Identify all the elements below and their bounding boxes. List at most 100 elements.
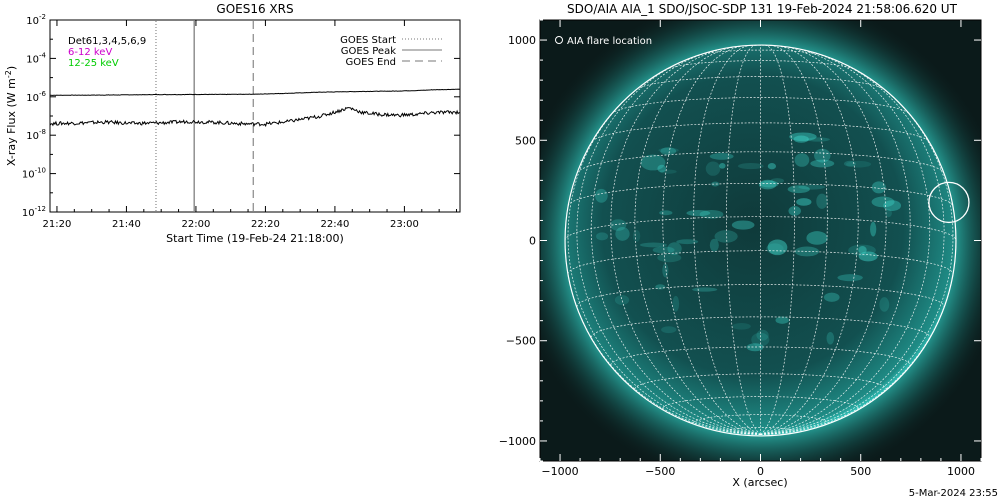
latitude-line bbox=[591, 122, 930, 142]
xrs-y-tick-label: 10-2 bbox=[26, 13, 46, 27]
active-region-patch bbox=[767, 239, 788, 256]
aia-chart: SDO/AIA AIA_1 SDO/JSOC-SDP 131 19-Feb-20… bbox=[499, 2, 982, 489]
active-region-patch bbox=[787, 185, 810, 194]
active-region-patch bbox=[719, 163, 726, 169]
active-region-patch bbox=[796, 198, 812, 206]
active-region-patch bbox=[810, 159, 835, 168]
active-region-patch bbox=[823, 292, 840, 302]
active-region-patch bbox=[705, 161, 721, 176]
active-region-patch bbox=[885, 208, 892, 218]
xrs-series-line-1 bbox=[50, 88, 461, 96]
longitude-line bbox=[662, 45, 761, 435]
xrs-ylabel: X-ray Flux (W m-2) bbox=[4, 66, 18, 166]
latitude-line bbox=[665, 60, 856, 70]
latitude-line bbox=[590, 316, 931, 338]
xrs-series bbox=[49, 88, 461, 128]
active-region-patch bbox=[789, 132, 817, 142]
xrs-y-tick-base: 10 bbox=[26, 93, 39, 104]
aia-y-tick-label: 0 bbox=[529, 235, 536, 248]
active-region-patch bbox=[658, 147, 679, 153]
active-region-patch bbox=[837, 274, 863, 282]
active-region-patch bbox=[596, 232, 609, 241]
active-region-patch bbox=[871, 196, 895, 208]
longitude-line bbox=[760, 49, 931, 435]
longitude-line bbox=[567, 80, 761, 435]
active-region-patch bbox=[858, 251, 878, 262]
xrs-title: GOES16 XRS bbox=[216, 2, 293, 16]
solar-limb bbox=[564, 44, 957, 437]
longitude-line bbox=[760, 240, 957, 435]
xrs-x-tick-label: 21:20 bbox=[43, 219, 72, 230]
xrs-y-tick-exponent: -2 bbox=[39, 13, 46, 21]
channel-label-12-25kev: 12-25 keV bbox=[68, 58, 119, 69]
xrs-series-line-2 bbox=[49, 106, 460, 128]
active-region-patch bbox=[871, 181, 886, 194]
latitude-line bbox=[697, 49, 824, 56]
aia-x-tick-label: 0 bbox=[757, 465, 764, 478]
xrs-chart: GOES16 XRS X-ray Flux (W m-2) 10-1210-10… bbox=[4, 2, 461, 245]
active-region-patch bbox=[709, 238, 719, 252]
xrs-x-tick-label: 22:40 bbox=[321, 219, 350, 230]
latitude-line bbox=[611, 97, 910, 115]
aia-y-tick-label: 500 bbox=[515, 134, 536, 147]
active-region-patch bbox=[595, 188, 608, 203]
xrs-y-tick-label: 10-10 bbox=[22, 167, 46, 181]
xrs-y-tick-label: 10-8 bbox=[26, 128, 46, 142]
aia-y-tick-label: −1000 bbox=[499, 435, 536, 448]
xrs-y-tick-exponent: -8 bbox=[39, 128, 46, 136]
legend-label-goes-peak: GOES Peak bbox=[341, 46, 396, 57]
active-region-patch bbox=[639, 242, 667, 248]
xrs-y-tick-label: 10-4 bbox=[26, 51, 46, 65]
active-region-patch bbox=[615, 226, 630, 241]
active-region-patch bbox=[883, 200, 902, 211]
xrs-y-tick-exponent: -10 bbox=[35, 167, 46, 175]
xrs-ylabel-exp: -2 bbox=[4, 70, 13, 78]
xrs-y-tick-exponent: -12 bbox=[35, 205, 46, 213]
active-region-patch bbox=[667, 242, 682, 256]
solar-disk bbox=[565, 45, 956, 436]
active-region-patch bbox=[711, 181, 720, 187]
latitude-line bbox=[567, 250, 954, 275]
active-region-patch bbox=[794, 153, 810, 167]
active-region-patch bbox=[632, 229, 641, 242]
aia-y-tick-label: 1000 bbox=[508, 34, 536, 47]
active-region-patch bbox=[657, 253, 682, 263]
heliographic-grid bbox=[564, 44, 957, 435]
aia-title: SDO/AIA AIA_1 SDO/JSOC-SDP 131 19-Feb-20… bbox=[567, 2, 958, 16]
xrs-y-tick-base: 10 bbox=[22, 170, 35, 181]
longitude-line bbox=[610, 47, 761, 435]
active-region-patch bbox=[858, 246, 867, 254]
xrs-x-ticks: 21:20 21:40 22:00 22:20 22:40 23:00 bbox=[43, 20, 458, 230]
longitude-line bbox=[760, 44, 828, 435]
xrs-y-tick-base: 10 bbox=[22, 208, 35, 219]
active-region-patch bbox=[676, 239, 699, 245]
active-region-patch bbox=[806, 231, 828, 245]
active-region-patch bbox=[806, 137, 830, 142]
xrs-legend: GOES Start GOES Peak GOES End bbox=[340, 35, 442, 68]
active-region-patch bbox=[659, 169, 677, 174]
active-region-patch bbox=[655, 284, 666, 290]
xrs-y-tick-base: 10 bbox=[26, 54, 39, 65]
xrs-y-tick-label: 10-6 bbox=[26, 90, 46, 104]
aia-legend-circle-icon bbox=[555, 36, 563, 44]
aia-x-tick-label: 1000 bbox=[947, 465, 975, 478]
active-region-patch bbox=[661, 326, 677, 334]
active-region-patch bbox=[610, 219, 627, 231]
active-region-patch bbox=[614, 295, 630, 305]
xrs-y-tick-exponent: -4 bbox=[39, 51, 47, 59]
active-region-patch bbox=[699, 209, 724, 219]
active-region-patch bbox=[714, 230, 738, 243]
active-region-patch bbox=[732, 323, 751, 330]
latitude-line bbox=[693, 414, 828, 423]
xrs-event-markers bbox=[155, 21, 254, 211]
xrs-xlabel: Start Time (19-Feb-24 21:18:00) bbox=[166, 232, 344, 245]
aia-legend-label: AIA flare location bbox=[567, 36, 652, 47]
xrs-plot-frame bbox=[49, 19, 461, 213]
active-region-patch bbox=[766, 243, 784, 255]
xrs-y-tick-base: 10 bbox=[26, 16, 39, 27]
xrs-y-tick-exponent: -6 bbox=[39, 90, 47, 98]
active-region-patch bbox=[846, 160, 872, 168]
longitude-line bbox=[760, 80, 954, 435]
